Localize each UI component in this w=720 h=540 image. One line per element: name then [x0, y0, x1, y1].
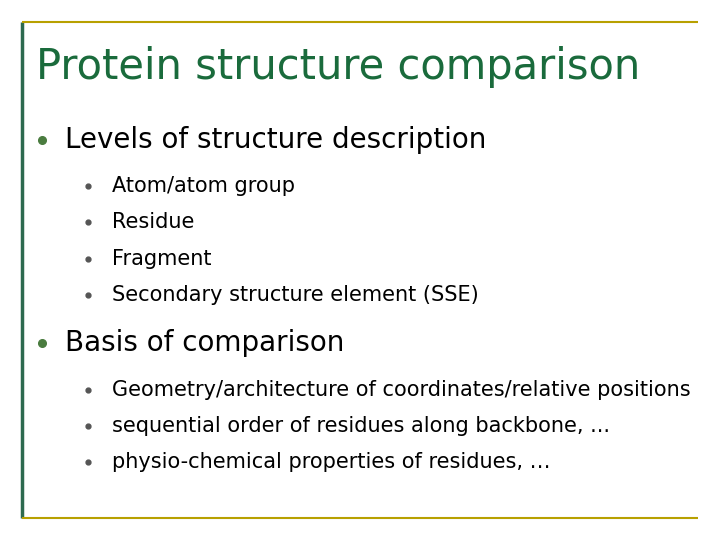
Text: Secondary structure element (SSE): Secondary structure element (SSE)	[112, 285, 478, 305]
Text: Levels of structure description: Levels of structure description	[65, 126, 486, 154]
Text: Geometry/architecture of coordinates/relative positions: Geometry/architecture of coordinates/rel…	[112, 380, 690, 400]
Text: physio-chemical properties of residues, …: physio-chemical properties of residues, …	[112, 452, 550, 472]
Text: Atom/atom group: Atom/atom group	[112, 176, 294, 197]
Text: Basis of comparison: Basis of comparison	[65, 329, 344, 357]
Text: Protein structure comparison: Protein structure comparison	[36, 46, 640, 89]
Text: sequential order of residues along backbone, ...: sequential order of residues along backb…	[112, 416, 610, 436]
Text: Fragment: Fragment	[112, 248, 211, 269]
Text: Residue: Residue	[112, 212, 194, 233]
